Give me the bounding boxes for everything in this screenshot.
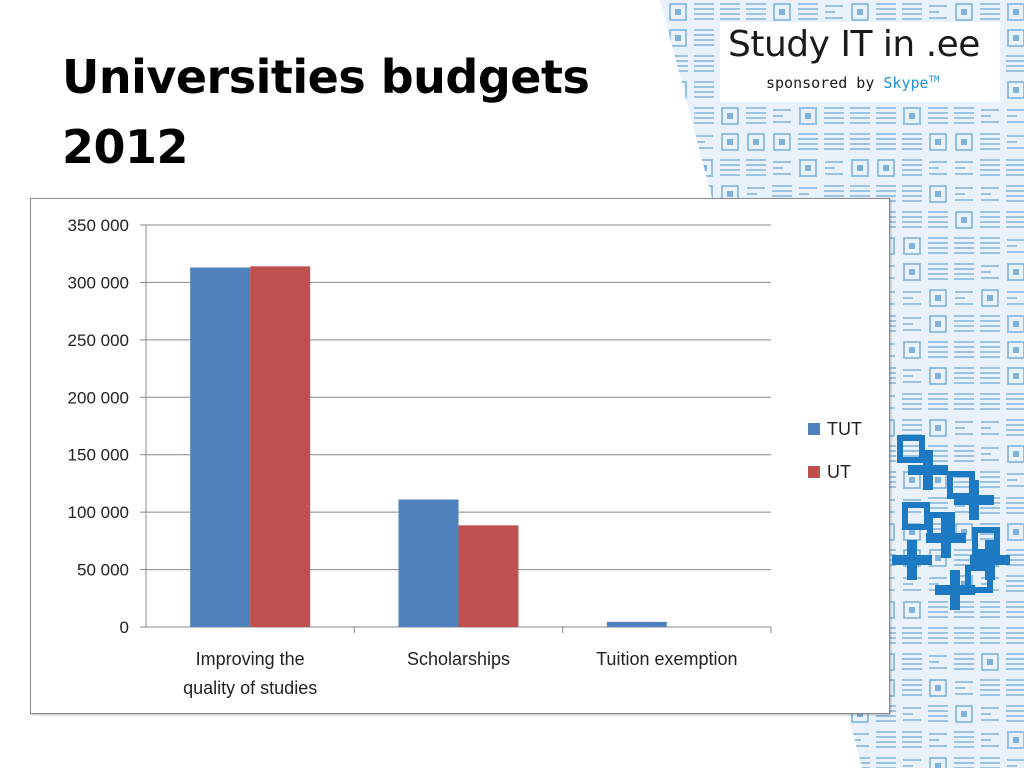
- legend-swatch: [808, 423, 820, 435]
- chart-frame: 0 50 000 100 000 150 000 200 000 250 000 300 0…: [30, 198, 890, 714]
- trademark-mark: TM: [928, 75, 940, 85]
- pattern-motif: [892, 435, 1010, 610]
- legend-label: TUT: [827, 419, 862, 439]
- bar-ut: [458, 525, 519, 627]
- legend-swatch: [808, 466, 820, 478]
- slide-title: Universities budgets 2012: [62, 42, 590, 182]
- bar-tut: [190, 267, 251, 627]
- y-tick-label: 250 000: [68, 331, 129, 350]
- brand-sponsor-line: sponsored by SkypeTM: [766, 74, 939, 92]
- y-tick-label: 100 000: [68, 503, 129, 522]
- sponsor-name: Skype: [883, 74, 929, 92]
- y-tick-label: 200 000: [68, 388, 129, 407]
- bar-chart: 0 50 000 100 000 150 000 200 000 250 000 300 0…: [68, 216, 862, 698]
- slide-title-line2: 2012: [62, 120, 189, 174]
- y-tick-label: 0: [120, 618, 129, 637]
- slide-title-line1: Universities budgets: [62, 50, 590, 104]
- bar-tut: [606, 621, 667, 627]
- bar-tut: [398, 499, 459, 627]
- bar-ut: [250, 266, 311, 627]
- brand-logo: Study IT in .ee sponsored by SkypeTM: [720, 22, 1000, 102]
- y-tick-label: 50 000: [77, 561, 129, 580]
- x-category-label: Improving the quality of studies: [183, 649, 317, 698]
- legend-label: UT: [827, 462, 851, 482]
- y-tick-label: 150 000: [68, 446, 129, 465]
- sponsored-by-text: sponsored by: [766, 74, 884, 92]
- x-category-label: Tuition exemption: [596, 649, 737, 669]
- x-category-label: Scholarships: [407, 649, 510, 669]
- y-tick-label: 350 000: [68, 216, 129, 235]
- y-tick-label: 300 000: [68, 273, 129, 292]
- brand-title: Study IT in .ee: [728, 24, 980, 65]
